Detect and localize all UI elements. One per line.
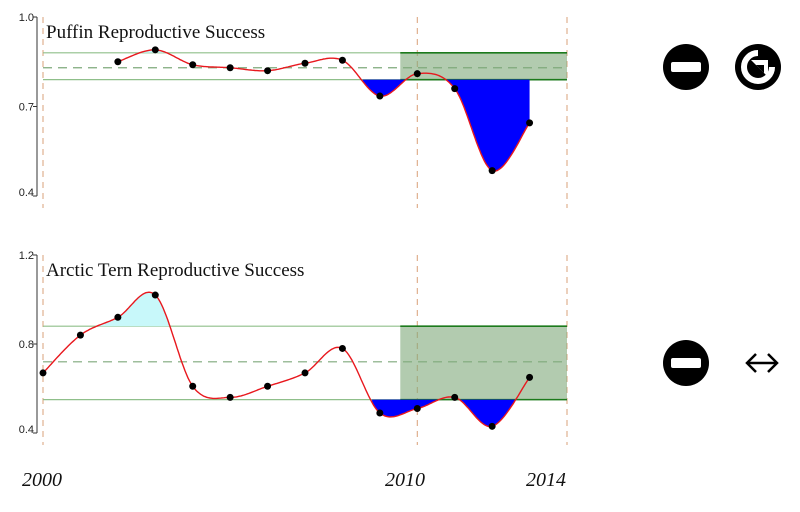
data-point — [376, 409, 384, 417]
data-point — [189, 61, 197, 69]
shared-year-axis: 2000 2010 2014 — [22, 469, 566, 491]
below-threshold-shading — [372, 399, 438, 417]
data-point — [114, 58, 122, 66]
data-point — [39, 369, 47, 377]
data-point — [413, 70, 421, 78]
data-point — [413, 405, 421, 413]
data-point — [488, 422, 496, 430]
data-point — [301, 59, 309, 67]
y-tick-label: 0.7 — [19, 102, 34, 114]
data-point — [526, 119, 534, 127]
data-point — [226, 64, 234, 72]
data-point — [301, 369, 309, 377]
y-tick-label: 0.4 — [19, 424, 34, 436]
chart-title: Puffin Reproductive Success — [46, 22, 265, 43]
y-tick-label: 1.2 — [19, 250, 34, 262]
reference-band — [400, 326, 567, 400]
reference-band — [400, 52, 567, 80]
arrow-down-right-circle-icon — [735, 44, 781, 90]
above-threshold-shading — [97, 292, 170, 327]
below-threshold-shading — [446, 79, 530, 172]
arctic-tern-chart-panel: 0.4 0.8 1.2 Arctic Tern Reproductive Succes… — [19, 250, 568, 445]
data-point — [151, 46, 159, 54]
data-point — [151, 291, 159, 299]
data-point — [264, 382, 272, 390]
year-label-2010: 2010 — [385, 469, 425, 491]
no-entry-icon — [663, 44, 709, 90]
success-series-line — [42, 291, 531, 428]
data-point — [114, 313, 122, 321]
data-point — [338, 56, 346, 64]
y-tick-label: 0.8 — [19, 339, 34, 351]
data-point — [189, 382, 197, 390]
puffin-chart-panel: 0.4 0.7 1.0 Puffin Reproductive Success — [19, 12, 568, 208]
data-point — [226, 393, 234, 401]
data-point — [488, 167, 496, 175]
y-tick-label: 0.4 — [19, 187, 34, 199]
success-series-line — [117, 49, 531, 172]
y-tick-label: 1.0 — [19, 12, 34, 24]
data-point — [264, 67, 272, 75]
year-label-2014: 2014 — [526, 469, 566, 491]
data-point — [338, 344, 346, 352]
data-point — [451, 85, 459, 93]
chart-title: Arctic Tern Reproductive Success — [46, 260, 304, 281]
left-right-arrow-icon — [745, 353, 779, 373]
data-point — [76, 331, 84, 339]
no-entry-icon — [663, 340, 709, 386]
data-point — [376, 92, 384, 100]
data-point — [451, 393, 459, 401]
data-point — [526, 373, 534, 381]
year-label-2000: 2000 — [22, 469, 62, 491]
